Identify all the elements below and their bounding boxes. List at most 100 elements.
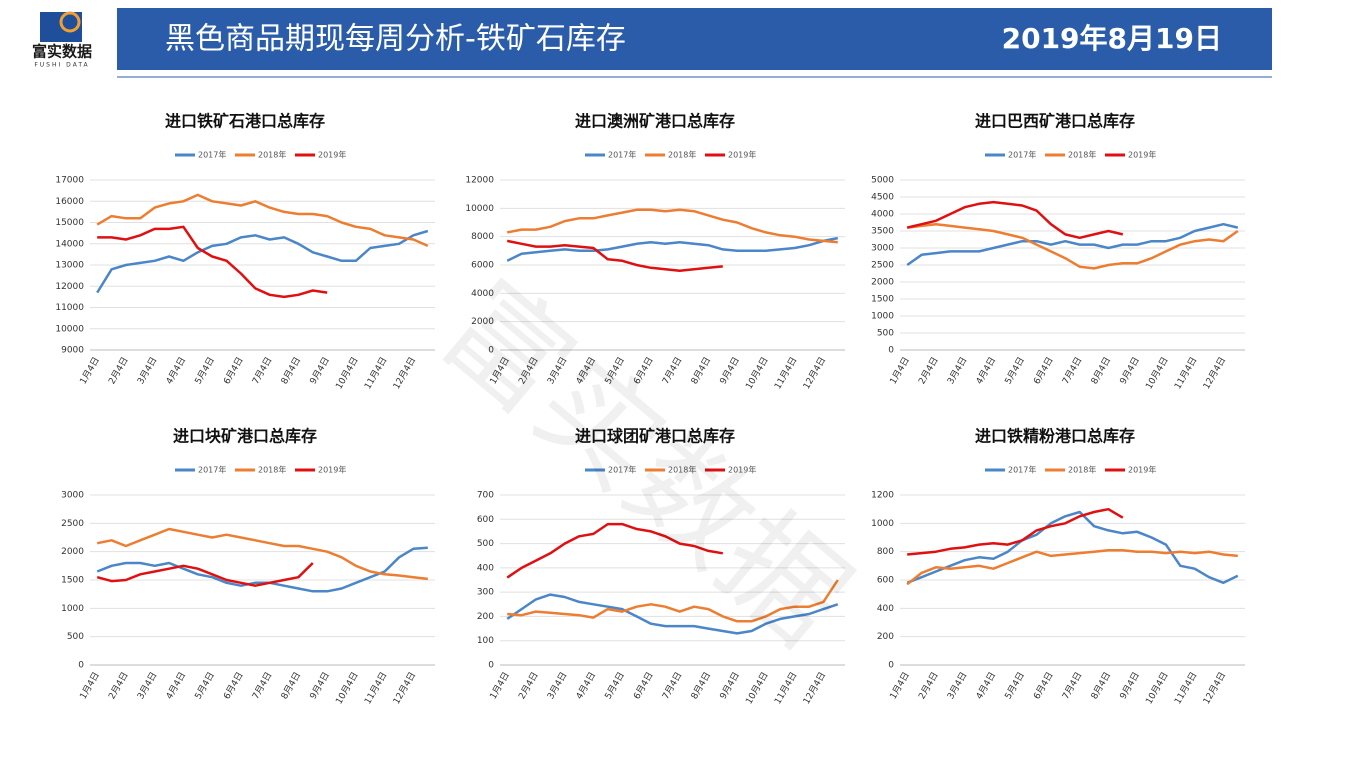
y-tick-label: 4500 (871, 193, 894, 203)
y-tick-label: 1000 (61, 604, 84, 614)
y-tick-label: 10000 (55, 324, 84, 334)
y-tick-label: 200 (877, 632, 894, 642)
y-tick-label: 300 (477, 588, 494, 598)
legend-label: 2017年 (198, 465, 226, 475)
series-line (906, 222, 1239, 267)
series-line (96, 527, 428, 581)
y-tick-label: 0 (888, 346, 894, 356)
series-line (506, 236, 839, 262)
y-tick-label: 0 (488, 346, 494, 356)
chart-title: 进口块矿港口总库存 (173, 427, 317, 446)
series-line (506, 593, 839, 635)
series-line (906, 510, 1239, 585)
series-line (906, 549, 1238, 586)
y-tick-label: 9000 (61, 346, 84, 356)
y-tick-label: 2500 (61, 519, 84, 529)
legend-label: 2019年 (1128, 465, 1156, 475)
legend-label: 2018年 (1068, 465, 1096, 475)
y-tick-label: 13000 (55, 261, 84, 271)
y-tick-label: 800 (877, 547, 894, 557)
y-tick-label: 3500 (871, 227, 894, 237)
y-tick-label: 4000 (871, 210, 894, 220)
y-tick-label: 400 (877, 604, 894, 614)
y-tick-label: 400 (477, 563, 494, 573)
header-title: 黑色商品期现每周分析-铁矿石库存 (165, 22, 626, 57)
y-tick-label: 1000 (871, 519, 894, 529)
legend-label: 2018年 (668, 465, 696, 475)
y-tick-label: 3000 (871, 244, 894, 254)
series-line (96, 193, 429, 248)
legend-label: 2018年 (258, 150, 286, 160)
y-tick-label: 1500 (871, 295, 894, 305)
legend-label: 2017年 (198, 150, 226, 160)
y-tick-label: 2500 (871, 261, 894, 271)
y-tick-label: 1200 (871, 491, 894, 501)
logo-ring (59, 11, 81, 33)
legend-label: 2018年 (258, 465, 286, 475)
y-tick-label: 1500 (61, 576, 84, 586)
chart-title: 进口巴西矿港口总库存 (975, 112, 1135, 131)
y-tick-label: 12000 (465, 176, 494, 186)
y-tick-label: 100 (477, 636, 494, 646)
y-tick-label: 11000 (55, 303, 84, 313)
y-tick-label: 0 (488, 661, 494, 671)
legend-label: 2018年 (668, 150, 696, 160)
chart-title: 进口铁矿石港口总库存 (165, 112, 325, 131)
series-line (96, 229, 429, 294)
series-line (907, 222, 1239, 270)
legend-label: 2019年 (728, 465, 756, 475)
series-line (507, 579, 839, 623)
legend-label: 2017年 (608, 150, 636, 160)
legend-label: 2019年 (1128, 150, 1156, 160)
y-tick-label: 500 (877, 329, 894, 339)
legend-label: 2017年 (1008, 150, 1036, 160)
y-tick-label: 700 (477, 491, 494, 501)
chart-title: 进口澳洲矿港口总库存 (575, 112, 735, 131)
series-line (506, 239, 723, 272)
legend-label: 2019年 (728, 150, 756, 160)
series-line (96, 546, 428, 593)
logo: 富实数据 FUSHI DATA (32, 11, 92, 69)
y-tick-label: 500 (477, 539, 494, 549)
y-tick-label: 200 (477, 612, 494, 622)
header-bar (117, 8, 1272, 70)
y-tick-label: 600 (477, 515, 494, 525)
y-tick-label: 15000 (55, 218, 84, 228)
series-line (97, 225, 328, 299)
y-tick-label: 6000 (471, 261, 494, 271)
series-line (506, 208, 838, 244)
y-tick-label: 500 (67, 632, 84, 642)
y-tick-label: 0 (78, 661, 84, 671)
legend-label: 2017年 (1008, 465, 1036, 475)
y-tick-label: 8000 (471, 232, 494, 242)
chart-title: 进口铁精粉港口总库存 (975, 427, 1135, 446)
y-tick-label: 12000 (55, 282, 84, 292)
y-tick-label: 1000 (871, 312, 894, 322)
y-tick-label: 4000 (471, 289, 494, 299)
y-tick-label: 5000 (871, 176, 894, 186)
y-tick-label: 14000 (55, 239, 84, 249)
y-tick-label: 2000 (871, 278, 894, 288)
y-tick-label: 600 (877, 576, 894, 586)
y-tick-label: 0 (888, 661, 894, 671)
y-tick-label: 16000 (55, 197, 84, 207)
y-tick-label: 17000 (55, 176, 84, 186)
y-tick-label: 2000 (471, 317, 494, 327)
y-tick-label: 10000 (465, 204, 494, 214)
series-line (906, 200, 1124, 240)
y-tick-label: 2000 (61, 547, 84, 557)
logo-name: 富实数据 (32, 43, 92, 61)
legend-label: 2018年 (1068, 150, 1096, 160)
legend-label: 2019年 (318, 465, 346, 475)
header-date: 2019年8月19日 (1002, 22, 1222, 55)
series-line (96, 562, 314, 587)
logo-sub: FUSHI DATA (34, 62, 89, 69)
y-tick-label: 3000 (61, 491, 84, 501)
chart-title: 进口球团矿港口总库存 (575, 427, 735, 446)
series-line (907, 507, 1124, 556)
legend-label: 2019年 (318, 150, 346, 160)
series-line (506, 522, 724, 579)
legend-label: 2017年 (608, 465, 636, 475)
